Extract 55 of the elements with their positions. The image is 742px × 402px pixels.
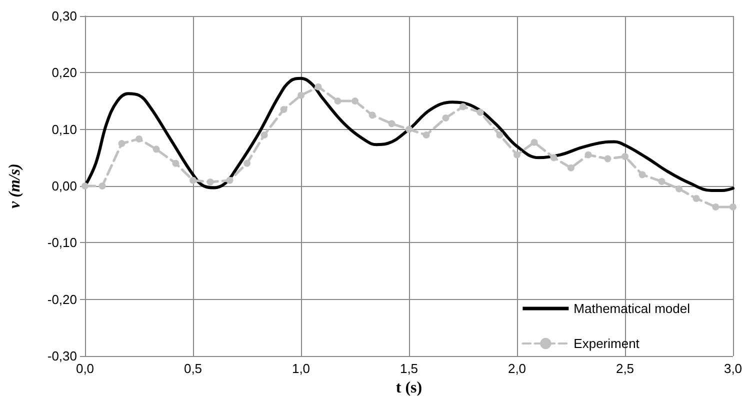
y-tick-label: 0,00 [52,178,77,194]
point [584,151,592,158]
point [368,112,376,119]
point [476,108,484,116]
point [422,132,430,138]
point [172,160,180,167]
point [550,154,558,162]
point [190,176,196,184]
x-tick-label: 1,0 [292,361,310,376]
point [730,203,736,210]
point [136,135,142,142]
point [98,182,106,190]
x-tick-label: 2,5 [616,361,634,376]
x-axis-title: t (s) [396,379,422,396]
y-axis-title: v (m/s) [6,164,24,208]
legend-label: Experiment [574,336,640,351]
y-tick-label: 0,30 [52,8,77,24]
point [206,178,214,186]
point [692,194,700,202]
point [712,203,720,210]
point [638,171,646,178]
point [568,164,574,172]
y-tick-label: -0,20 [47,292,77,307]
point [260,132,268,138]
point [226,176,234,184]
point [280,106,288,113]
point [334,98,342,104]
point [388,120,396,128]
y-tick-label: -0,30 [47,348,77,364]
y-tick-label: 0,10 [52,122,77,137]
legend-label: Mathematical model [574,301,690,316]
point [298,92,304,99]
point [152,146,160,153]
point [622,153,628,160]
x-tick-label: 1,5 [400,361,418,376]
point [82,182,88,190]
point [604,155,612,162]
point [406,126,412,133]
point [118,140,126,147]
point [658,178,666,185]
y-tick-label: 0,20 [52,65,77,80]
x-tick-label: 3,0 [724,361,742,376]
x-tick-label: 0,0 [76,361,94,376]
point [352,98,358,104]
point [676,185,682,192]
point [442,114,450,122]
x-tick-label: 2,0 [508,361,526,376]
y-tick-label: -0,10 [47,235,77,250]
point [530,138,538,146]
point [314,83,322,90]
point [514,151,520,158]
point [244,160,250,167]
point [460,103,466,110]
point [496,132,504,138]
x-tick-label: 0,5 [184,361,202,376]
